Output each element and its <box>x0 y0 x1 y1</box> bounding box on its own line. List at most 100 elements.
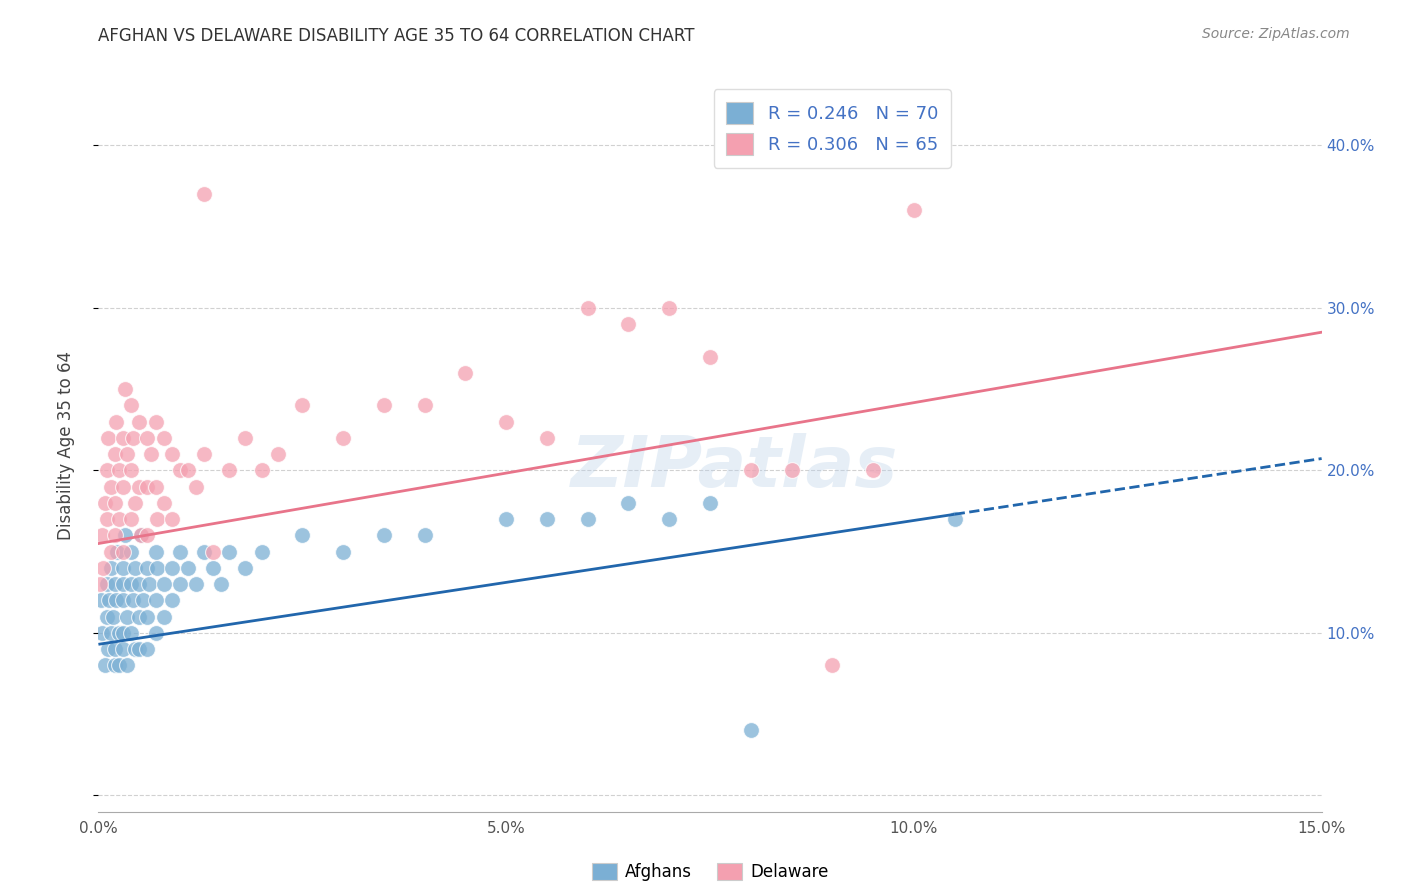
Point <box>136 609 159 624</box>
Point <box>96 512 118 526</box>
Point <box>146 512 169 526</box>
Point <box>160 561 183 575</box>
Point <box>177 463 200 477</box>
Point <box>201 544 224 558</box>
Point <box>90 593 112 607</box>
Point <box>129 528 152 542</box>
Point <box>96 609 118 624</box>
Point <box>177 561 200 575</box>
Point <box>121 431 143 445</box>
Point <box>124 561 146 575</box>
Point <box>91 561 114 575</box>
Point <box>145 544 167 558</box>
Point <box>121 593 143 607</box>
Point <box>536 431 558 445</box>
Point <box>193 447 215 461</box>
Point <box>332 431 354 445</box>
Point <box>97 642 120 657</box>
Point <box>146 561 169 575</box>
Point <box>120 398 142 412</box>
Point <box>94 496 117 510</box>
Point <box>100 480 122 494</box>
Point <box>128 480 150 494</box>
Text: ZIPatlas: ZIPatlas <box>571 434 898 502</box>
Point <box>291 398 314 412</box>
Point <box>413 398 436 412</box>
Point <box>160 593 183 607</box>
Point <box>115 447 138 461</box>
Point <box>111 642 134 657</box>
Point <box>617 496 640 510</box>
Point <box>120 463 142 477</box>
Point <box>96 463 118 477</box>
Point <box>124 642 146 657</box>
Text: Source: ZipAtlas.com: Source: ZipAtlas.com <box>1202 27 1350 41</box>
Point <box>120 512 142 526</box>
Point <box>111 577 134 591</box>
Point <box>128 609 150 624</box>
Point <box>169 463 191 477</box>
Legend: Afghans, Delaware: Afghans, Delaware <box>585 856 835 888</box>
Point <box>373 528 395 542</box>
Point <box>169 544 191 558</box>
Point <box>576 512 599 526</box>
Point <box>332 544 354 558</box>
Point <box>658 512 681 526</box>
Point <box>111 626 134 640</box>
Point <box>413 528 436 542</box>
Point <box>136 431 159 445</box>
Point <box>699 496 721 510</box>
Point <box>152 496 174 510</box>
Point <box>821 658 844 673</box>
Point <box>114 528 136 542</box>
Point <box>105 415 128 429</box>
Point <box>98 593 121 607</box>
Point <box>250 544 273 558</box>
Point <box>495 415 517 429</box>
Point <box>136 528 159 542</box>
Point <box>111 544 134 558</box>
Point <box>115 609 138 624</box>
Point <box>186 480 208 494</box>
Point <box>120 544 142 558</box>
Text: AFGHAN VS DELAWARE DISABILITY AGE 35 TO 64 CORRELATION CHART: AFGHAN VS DELAWARE DISABILITY AGE 35 TO … <box>98 27 695 45</box>
Point <box>128 415 150 429</box>
Point <box>108 463 131 477</box>
Point <box>780 463 803 477</box>
Point <box>141 447 163 461</box>
Point <box>96 577 118 591</box>
Point <box>291 528 314 542</box>
Point <box>100 626 122 640</box>
Point <box>658 301 681 315</box>
Point <box>105 544 128 558</box>
Point <box>124 496 146 510</box>
Point <box>128 577 150 591</box>
Point <box>108 626 131 640</box>
Point <box>129 528 152 542</box>
Point <box>114 382 136 396</box>
Point <box>209 577 232 591</box>
Point <box>201 561 224 575</box>
Point <box>100 544 122 558</box>
Point <box>94 658 117 673</box>
Point <box>617 317 640 331</box>
Point <box>111 561 134 575</box>
Point <box>186 577 208 591</box>
Point <box>136 561 159 575</box>
Point <box>111 593 134 607</box>
Point <box>104 577 127 591</box>
Point <box>108 658 131 673</box>
Point <box>145 593 167 607</box>
Point <box>136 642 159 657</box>
Point <box>218 544 240 558</box>
Point <box>100 561 122 575</box>
Point <box>152 431 174 445</box>
Point <box>699 350 721 364</box>
Point <box>90 528 112 542</box>
Point <box>740 463 762 477</box>
Point <box>454 366 477 380</box>
Point <box>536 512 558 526</box>
Point <box>105 593 128 607</box>
Point <box>193 187 215 202</box>
Point <box>160 512 183 526</box>
